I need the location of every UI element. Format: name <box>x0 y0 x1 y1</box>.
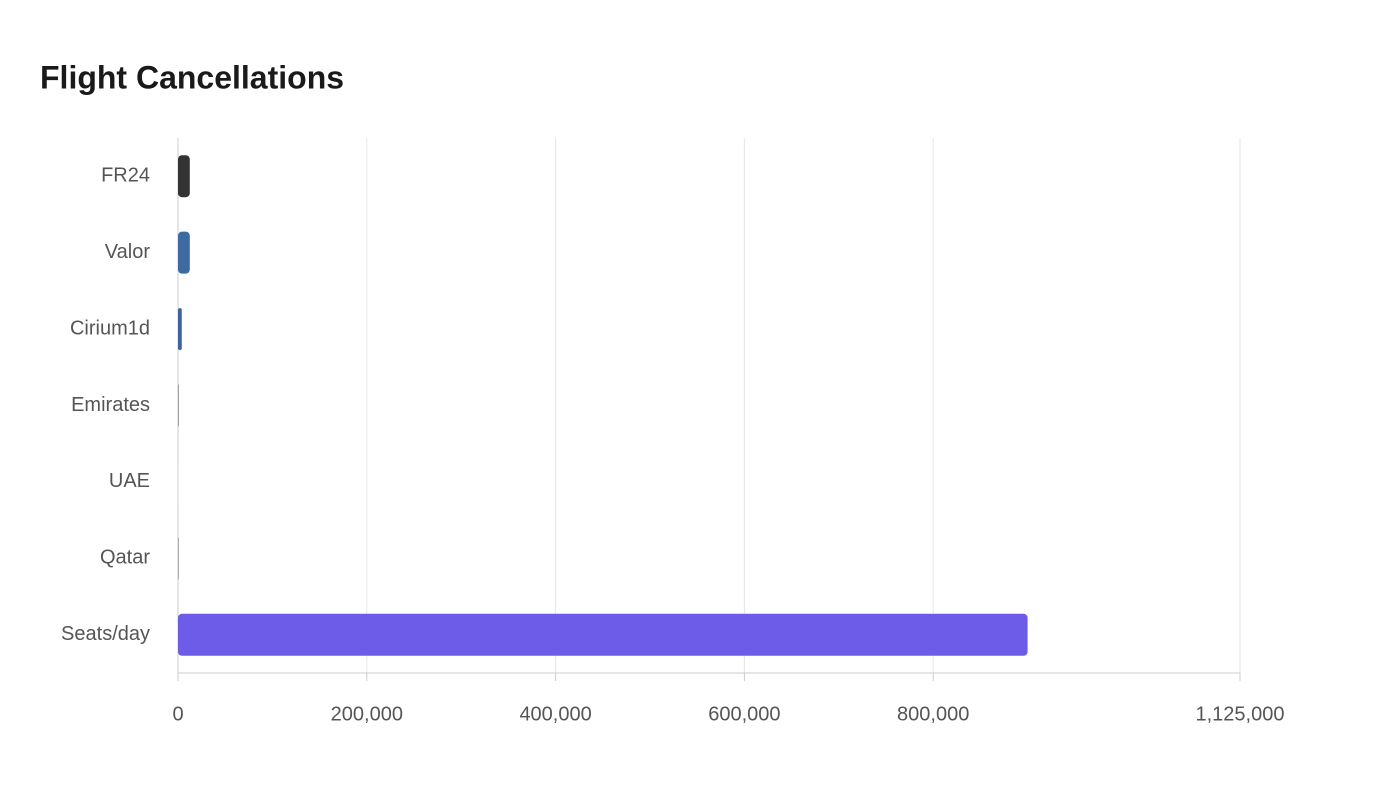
bar <box>178 231 190 274</box>
bar <box>178 613 1028 656</box>
x-tick-label: 1,125,000 <box>1196 703 1285 725</box>
x-tick-label: 600,000 <box>708 703 780 725</box>
x-tick-label: 400,000 <box>519 703 591 725</box>
y-tick-label: Seats/day <box>61 623 150 645</box>
y-tick-label: Valor <box>105 241 151 263</box>
y-tick-label: Qatar <box>100 547 150 569</box>
y-tick-label: FR24 <box>101 164 150 186</box>
bar <box>178 384 179 427</box>
chart-title: Flight Cancellations <box>40 59 344 95</box>
x-tick-label: 200,000 <box>331 703 403 725</box>
y-tick-label: Emirates <box>71 394 150 416</box>
x-tick-label: 800,000 <box>897 703 969 725</box>
y-tick-label: UAE <box>109 470 150 492</box>
x-tick-label: 0 <box>172 703 183 725</box>
y-tick-label: Cirium1d <box>70 317 150 339</box>
bar <box>178 308 182 351</box>
bar <box>178 155 190 198</box>
